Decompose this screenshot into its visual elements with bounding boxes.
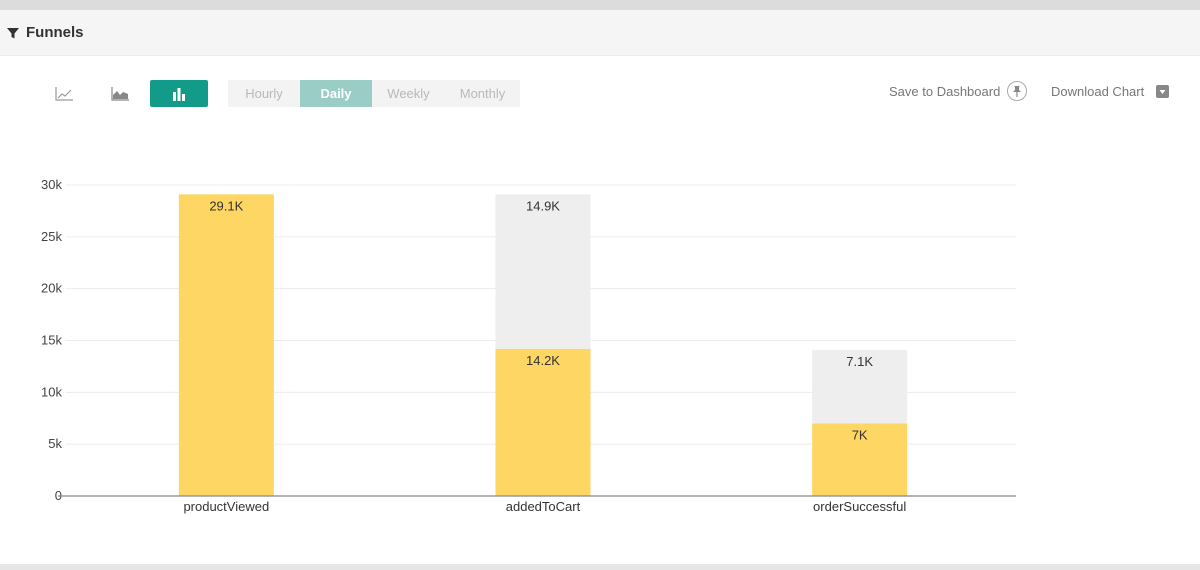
x-category-label: addedToCart [506, 499, 581, 514]
top-bar [0, 0, 1200, 10]
interval-weekly[interactable]: Weekly [387, 86, 430, 101]
panel-header: Funnels [0, 10, 1200, 56]
x-category-label: productViewed [183, 499, 269, 514]
dropdown-caret-icon [1156, 84, 1170, 98]
interval-hourly[interactable]: Hourly [245, 86, 283, 101]
download-chart-label: Download Chart [1051, 83, 1145, 99]
area-chart-button[interactable] [91, 80, 149, 107]
bar [495, 194, 591, 349]
y-tick-label: 20k [41, 281, 62, 296]
save-to-dashboard-label: Save to Dashboard [889, 83, 1001, 99]
interval-daily[interactable]: Daily [300, 80, 372, 107]
interval-monthly[interactable]: Monthly [459, 86, 506, 101]
panel-title: Funnels [26, 24, 84, 41]
bar [812, 423, 908, 496]
x-category-label: orderSuccessful [813, 499, 906, 514]
pin-icon [1007, 81, 1028, 101]
bottom-bar [0, 564, 1200, 570]
area-chart-icon [111, 86, 129, 101]
data-label: 29.1K [209, 198, 243, 213]
bar-chart-button[interactable] [150, 80, 208, 107]
y-tick-label: 10k [41, 384, 62, 399]
bar [812, 349, 908, 424]
funnel-icon [7, 27, 19, 38]
interval-selector: Hourly Daily Weekly Monthly [228, 80, 520, 107]
bar [495, 348, 591, 496]
download-chart-button[interactable]: Download Chart [1051, 80, 1170, 102]
y-tick-label: 15k [41, 333, 62, 348]
data-label: 7K [852, 427, 868, 442]
bar [178, 194, 274, 496]
bar-chart-icon [173, 87, 185, 101]
data-label: 7.1K [846, 354, 873, 369]
line-chart-icon [55, 86, 73, 101]
data-label: 14.9K [526, 198, 560, 213]
y-tick-label: 5k [48, 436, 62, 451]
y-tick-label: 30k [41, 177, 62, 192]
line-chart-button[interactable] [35, 80, 93, 107]
save-to-dashboard-button[interactable]: Save to Dashboard [889, 80, 1028, 102]
y-tick-label: 25k [41, 229, 62, 244]
data-label: 14.2K [526, 353, 560, 368]
